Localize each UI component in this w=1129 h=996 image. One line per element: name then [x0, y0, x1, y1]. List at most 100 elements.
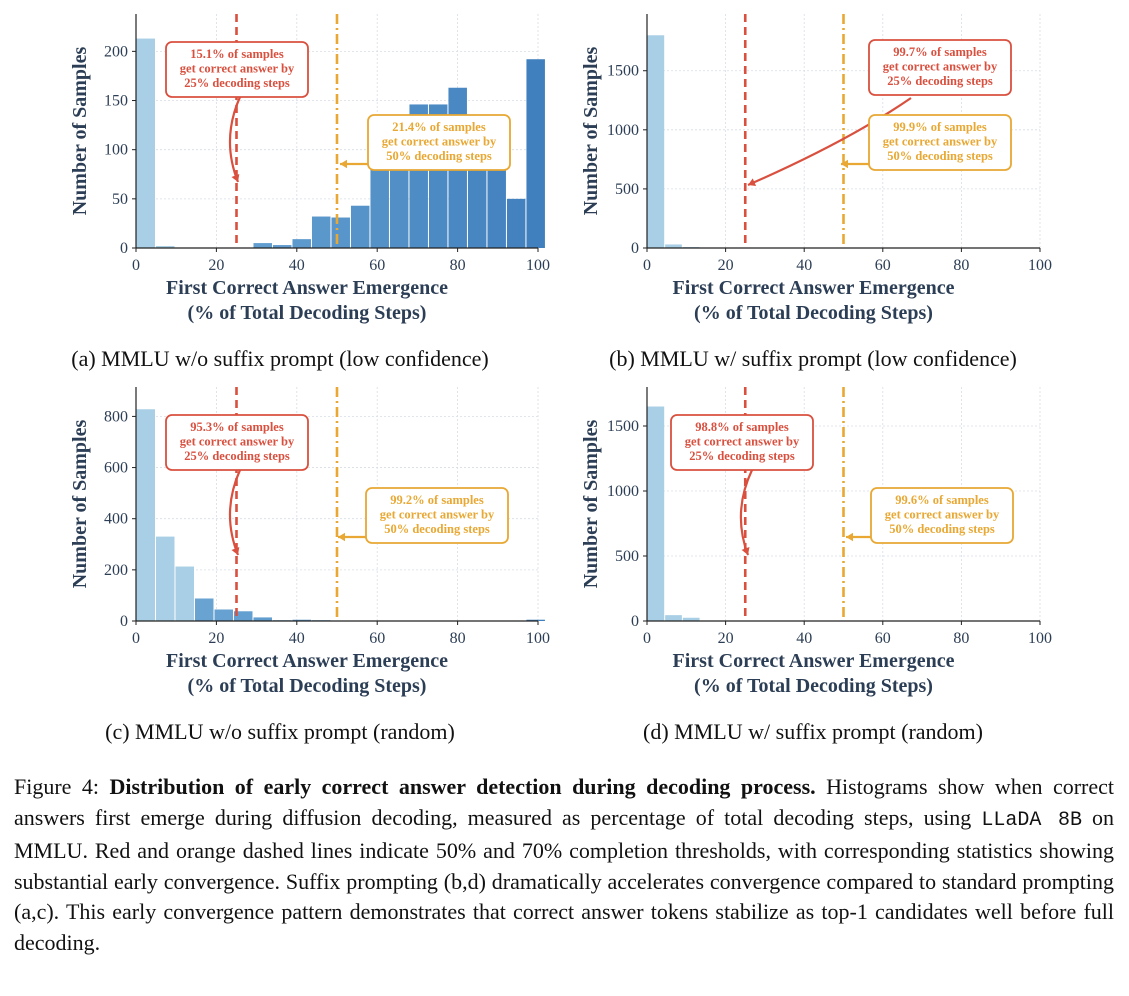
annotation-text: 15.1% of samples	[190, 47, 284, 61]
annotation-box-50	[365, 487, 509, 544]
histogram-bar	[155, 536, 175, 621]
annotation-text: get correct answer by	[883, 60, 998, 74]
annotation-text: get correct answer by	[382, 135, 497, 149]
histogram-bar	[350, 205, 370, 248]
histogram-bar	[272, 245, 292, 248]
subcaption-c: (c) MMLU w/o suffix prompt (random)	[105, 719, 455, 744]
caption-body-1: Histograms show when correct answers fir…	[14, 774, 1115, 830]
histogram-bar	[136, 38, 155, 248]
x-axis-label: First Correct Answer Emergence	[166, 650, 448, 672]
panel-b: 0 20 40 60 80 100 0 500 1000 1500 First Correct An…	[533, 0, 1093, 372]
x-tick-label: 20	[718, 630, 734, 647]
y-tick-label: 50	[112, 191, 128, 208]
annotation-arrowhead	[231, 546, 240, 555]
annotation-box-50	[870, 487, 1014, 544]
x-axis-label-units: (% of Total Decoding Steps)	[188, 302, 427, 324]
x-tick-label: 80	[953, 630, 969, 647]
y-tick-label: 1500	[607, 63, 639, 80]
annotation-text: 50% decoding steps	[386, 149, 492, 163]
caption-label: Figure 4:	[14, 774, 99, 799]
y-tick-label: 1500	[607, 418, 639, 435]
y-axis-label: Number of Samples	[580, 420, 602, 589]
annotation-text: 99.6% of samples	[895, 493, 989, 507]
x-tick-label: 100	[526, 257, 550, 274]
annotation-arrowhead	[748, 178, 757, 187]
caption-body-2: on MMLU. Red and orange dashed lines ind…	[14, 804, 1115, 955]
y-tick-label: 400	[104, 511, 128, 528]
annotation-arrow	[228, 469, 242, 556]
x-axis-label-units: (% of Total Decoding Steps)	[694, 675, 933, 697]
annotation-arrowhead	[231, 173, 240, 182]
annotation-text: get correct answer by	[180, 435, 295, 449]
annotation-box-50	[367, 114, 511, 171]
annotation-arrowhead	[338, 532, 345, 542]
histogram-bar	[253, 617, 272, 621]
subcaption-b: (b) MMLU w/ suffix prompt (low confidenc…	[609, 346, 1017, 371]
y-tick-label: 0	[631, 613, 639, 630]
annotation-arrow	[739, 469, 753, 556]
x-tick-label: 60	[369, 630, 385, 647]
annotation-text: 50% decoding steps	[384, 522, 490, 536]
subcaption-d: (d) MMLU w/ suffix prompt (random)	[643, 719, 983, 744]
histogram-bar	[665, 244, 682, 248]
x-tick-label: 100	[526, 630, 550, 647]
x-tick-label: 60	[875, 257, 891, 274]
annotation-box-25	[165, 41, 309, 98]
x-tick-label: 40	[289, 630, 305, 647]
x-tick-label: 0	[132, 257, 140, 274]
annotation-text: get correct answer by	[380, 508, 495, 522]
x-tick-label: 100	[1028, 630, 1052, 647]
annotation-arrow	[747, 97, 912, 187]
x-tick-label: 20	[208, 257, 224, 274]
histogram-bar	[526, 619, 545, 621]
x-tick-label: 40	[796, 630, 812, 647]
x-tick-label: 0	[643, 257, 651, 274]
caption-model: LLaDA 8B	[981, 808, 1082, 832]
annotation-text: 99.7% of samples	[893, 45, 987, 59]
x-axis-label-units: (% of Total Decoding Steps)	[694, 302, 933, 324]
y-tick-label: 0	[120, 240, 128, 257]
histogram-bar	[214, 609, 233, 621]
histogram-bar	[526, 59, 545, 248]
annotation-box-25	[868, 39, 1012, 96]
x-axis-label-units: (% of Total Decoding Steps)	[188, 675, 427, 697]
x-tick-label: 80	[450, 630, 466, 647]
panel-d: 0 20 40 60 80 100 0 500 1000 1500 First Correct An…	[533, 373, 1093, 745]
annotation-text: 99.9% of samples	[893, 120, 987, 134]
histogram-bar	[253, 243, 272, 248]
annotation-arrowhead	[741, 546, 750, 555]
annotation-text: 21.4% of samples	[392, 120, 486, 134]
x-tick-label: 60	[875, 630, 891, 647]
histogram-bar	[292, 239, 311, 248]
y-axis-label: Number of Samples	[580, 47, 602, 216]
histogram-bar	[136, 409, 155, 621]
annotation-text: get correct answer by	[885, 508, 1000, 522]
annotation-text: 25% decoding steps	[184, 449, 290, 463]
annotation-text: 25% decoding steps	[887, 74, 993, 88]
y-tick-label: 200	[104, 562, 128, 579]
x-tick-label: 0	[643, 630, 651, 647]
histogram-bar	[682, 617, 700, 621]
y-tick-label: 500	[615, 181, 639, 198]
histogram-bar	[175, 566, 194, 621]
x-tick-label: 40	[796, 257, 812, 274]
x-axis-label: First Correct Answer Emergence	[166, 277, 448, 299]
annotation-arrowhead	[340, 159, 347, 169]
annotation-arrow	[228, 96, 242, 183]
annotation-box-25	[165, 414, 309, 471]
y-tick-label: 100	[104, 142, 128, 159]
annotation-text: get correct answer by	[180, 62, 295, 76]
x-axis-label: First Correct Answer Emergence	[673, 650, 955, 672]
y-tick-label: 150	[104, 93, 128, 110]
x-tick-label: 20	[208, 630, 224, 647]
x-tick-label: 20	[718, 257, 734, 274]
annotation-text: 25% decoding steps	[689, 449, 795, 463]
annotation-text: 98.8% of samples	[695, 420, 789, 434]
x-tick-label: 40	[289, 257, 305, 274]
y-tick-label: 0	[120, 613, 128, 630]
annotation-arrowhead	[841, 159, 848, 169]
histogram-a: 0 20 40 60 80 100 0 50 100 150 200 First Correct An…	[69, 14, 550, 324]
x-tick-label: 0	[132, 630, 140, 647]
